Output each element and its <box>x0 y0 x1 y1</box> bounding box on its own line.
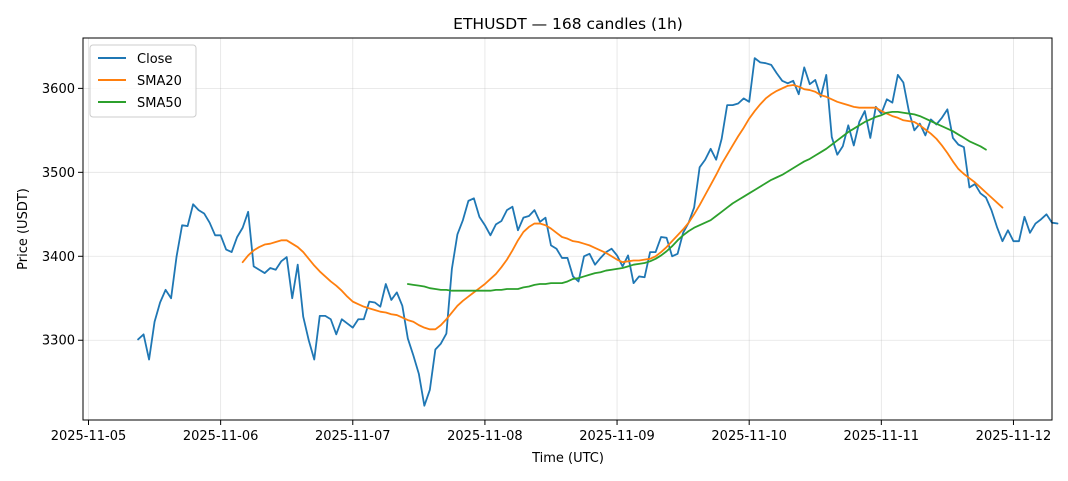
series-line-sma20 <box>241 84 1004 331</box>
x-tick-label: 2025-11-07 <box>315 429 391 444</box>
x-axis: 2025-11-05 2025-11-06 2025-11-07 2025-11-08… <box>51 420 1052 444</box>
y-tick-label: 3300 <box>42 334 75 349</box>
series-line-sma50 <box>406 110 987 292</box>
x-tick-label: 2025-11-12 <box>976 429 1052 444</box>
y-tick-label: 3500 <box>42 166 75 181</box>
x-tick-label: 2025-11-11 <box>844 429 920 444</box>
legend-label-sma50: SMA50 <box>137 96 182 111</box>
y-tick-label: 3400 <box>42 250 75 265</box>
legend-label-close: Close <box>137 52 172 67</box>
x-tick-label: 2025-11-06 <box>183 429 259 444</box>
y-tick-label: 3600 <box>42 82 75 97</box>
chart-title: ETHUSDT — 168 candles (1h) <box>453 15 683 33</box>
y-axis-label: Price (USDT) <box>16 188 31 270</box>
x-tick-label: 2025-11-10 <box>711 429 787 444</box>
legend-label-sma20: SMA20 <box>137 74 182 89</box>
x-axis-label: Time (UTC) <box>531 451 604 466</box>
plot-frame <box>82 37 1053 421</box>
legend: Close SMA20 SMA50 <box>89 44 197 118</box>
series-line-close <box>137 57 1059 407</box>
series-layer <box>137 57 1059 407</box>
x-tick-label: 2025-11-05 <box>51 429 127 444</box>
legend-box <box>89 44 197 118</box>
y-axis: 3300 3400 3500 3600 <box>42 82 83 349</box>
grid <box>83 38 1052 420</box>
x-tick-label: 2025-11-08 <box>447 429 523 444</box>
x-tick-label: 2025-11-09 <box>579 429 655 444</box>
